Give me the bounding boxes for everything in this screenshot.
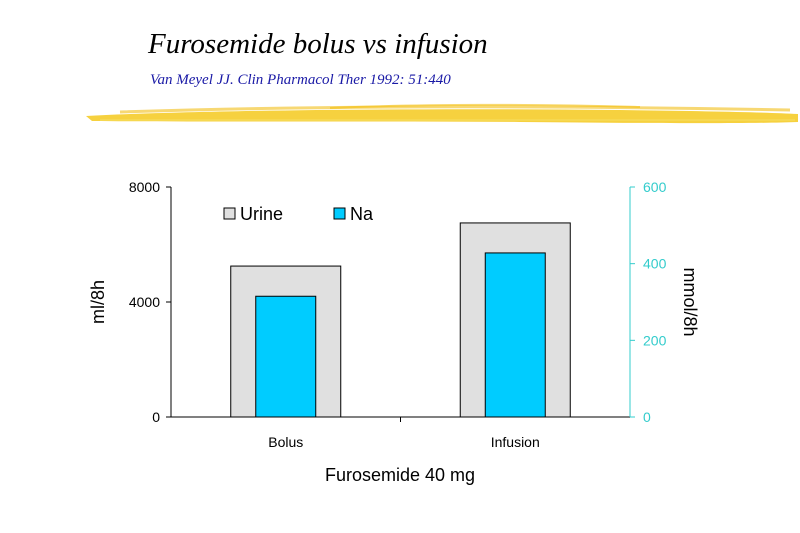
- legend-label-urine: Urine: [240, 204, 283, 224]
- highlighter-stroke: [86, 103, 798, 124]
- bar-na: [255, 295, 317, 418]
- y2-axis-label: mmol/8h: [680, 267, 700, 336]
- legend-swatch-urine: [223, 207, 236, 220]
- chart-legend: Urine Na: [223, 204, 374, 224]
- y-tick-label: 4000: [129, 294, 160, 310]
- y2-tick-label: 400: [643, 256, 667, 272]
- y-tick-label: 8000: [129, 179, 160, 195]
- slide-title: Furosemide bolus vs infusion: [148, 28, 488, 60]
- x-tick-label: Infusion: [491, 434, 540, 450]
- y-axis-label: ml/8h: [88, 280, 108, 324]
- legend-label-na: Na: [350, 204, 374, 224]
- bar-na: [484, 252, 546, 418]
- y2-tick-label: 600: [643, 179, 667, 195]
- y-tick-label: 0: [152, 409, 160, 425]
- x-tick-label: Bolus: [268, 434, 303, 450]
- slide-subtitle: Van Meyel JJ. Clin Pharmacol Ther 1992: …: [150, 72, 451, 88]
- legend-swatch-na: [333, 207, 346, 220]
- chart-axes: 0 4000 8000 0 200 400 600 Bolus Infusion: [129, 179, 667, 450]
- y2-tick-label: 200: [643, 332, 667, 348]
- x-axis-label: Furosemide 40 mg: [325, 465, 475, 485]
- y2-tick-label: 0: [643, 409, 651, 425]
- chart-bars: [230, 222, 571, 418]
